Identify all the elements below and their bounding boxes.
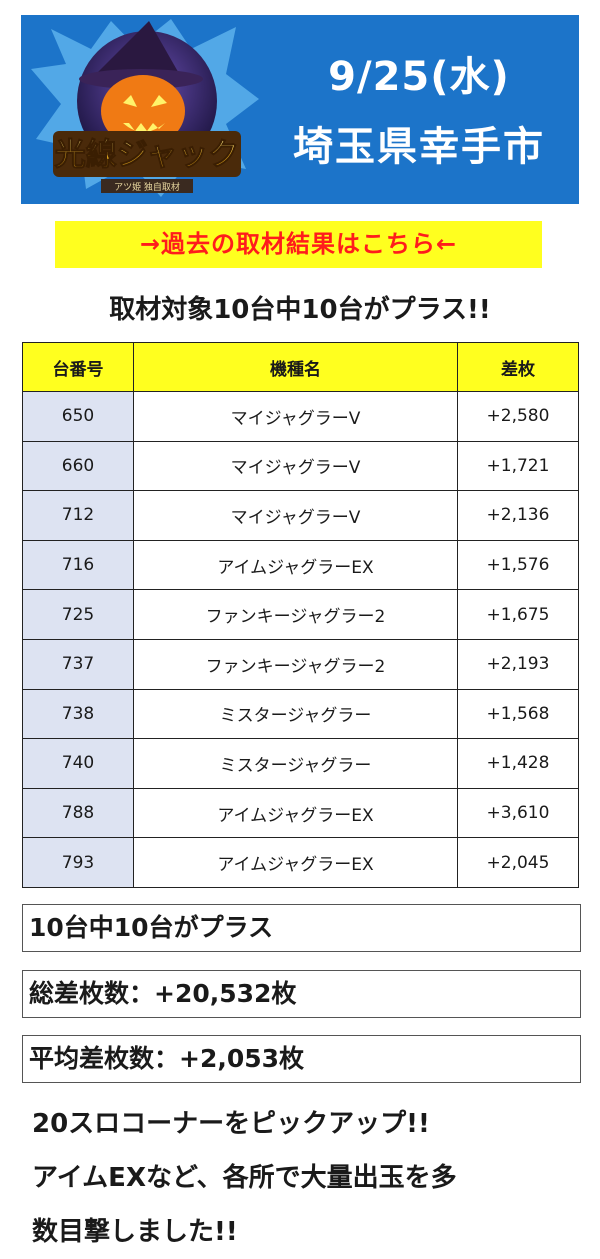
table-row: 738 ミスタージャグラー +1,568 (22, 688, 579, 740)
diff-cell: +2,193 (457, 638, 579, 690)
diff-cell: +1,576 (457, 539, 579, 591)
table-row: 793 アイムジャグラーEX +2,045 (22, 837, 579, 888)
column-header-machine-name: 機種名 (133, 342, 458, 392)
table-row: 788 アイムジャグラーEX +3,610 (22, 787, 579, 839)
diff-cell: +2,045 (457, 837, 579, 888)
diff-cell: +1,721 (457, 440, 579, 492)
diff-cell: +1,568 (457, 688, 579, 740)
results-headline: 取材対象10台中10台がプラス!! (109, 295, 491, 325)
diff-cell: +2,136 (457, 490, 579, 541)
comment-line: アイムEXなど、各所で大量出玉を多 (32, 1163, 457, 1193)
logo-subtext: アツ姫 独自取材 (114, 181, 180, 193)
machine-name-cell: ファンキージャグラー2 (133, 589, 458, 640)
machine-name-cell: ミスタージャグラー (133, 738, 458, 789)
table-row: 712 マイジャグラーV +2,136 (22, 490, 579, 541)
event-date: 9/25(水) (328, 54, 510, 100)
logo-text: 光線ジャック (55, 137, 239, 173)
machine-number-cell: 725 (22, 589, 134, 640)
comment-line: 20スロコーナーをピックアップ!! (32, 1109, 430, 1139)
diff-cell: +2,580 (457, 391, 579, 442)
column-header-diff: 差枚 (457, 342, 579, 392)
kosen-jack-logo: 光線ジャック アツ姫 独自取材 (31, 19, 259, 197)
report-comment: 20スロコーナーをピックアップ!! アイムEXなど、各所で大量出玉を多 数目撃し… (32, 1097, 572, 1259)
table-row: 650 マイジャグラーV +2,580 (22, 391, 579, 442)
diff-cell: +3,610 (457, 787, 579, 839)
header-banner: 光線ジャック アツ姫 独自取材 9/25(水) 埼玉県幸手市 (21, 15, 579, 204)
machine-number-cell: 660 (22, 440, 134, 492)
machine-name-cell: アイムジャグラーEX (133, 539, 458, 591)
machine-number-cell: 788 (22, 787, 134, 839)
event-location: 埼玉県幸手市 (293, 124, 545, 170)
column-header-machine-number: 台番号 (22, 342, 134, 392)
table-row: 740 ミスタージャグラー +1,428 (22, 738, 579, 789)
machine-number-cell: 740 (22, 738, 134, 789)
average-diff-summary: 平均差枚数：+2,053枚 (22, 1035, 581, 1083)
past-results-link[interactable]: →過去の取材結果はこちら← (55, 221, 542, 268)
machine-number-cell: 650 (22, 391, 134, 442)
machine-name-cell: マイジャグラーV (133, 391, 458, 442)
machine-name-cell: アイムジャグラーEX (133, 787, 458, 839)
machine-number-cell: 793 (22, 837, 134, 888)
machine-name-cell: ミスタージャグラー (133, 688, 458, 740)
diff-cell: +1,428 (457, 738, 579, 789)
comment-line: 数目撃しました!! (32, 1217, 238, 1247)
results-table: 台番号 機種名 差枚 650 マイジャグラーV +2,580 660 マイジャグラーV… (22, 342, 579, 888)
machine-number-cell: 737 (22, 638, 134, 690)
diff-cell: +1,675 (457, 589, 579, 640)
machine-name-cell: アイムジャグラーEX (133, 837, 458, 888)
machine-name-cell: マイジャグラーV (133, 490, 458, 541)
table-row: 660 マイジャグラーV +1,721 (22, 440, 579, 492)
plus-count-summary: 10台中10台がプラス (22, 904, 581, 952)
table-row: 725 ファンキージャグラー2 +1,675 (22, 589, 579, 640)
machine-name-cell: マイジャグラーV (133, 440, 458, 492)
total-diff-summary: 総差枚数：+20,532枚 (22, 970, 581, 1018)
machine-number-cell: 712 (22, 490, 134, 541)
table-row: 737 ファンキージャグラー2 +2,193 (22, 638, 579, 690)
machine-name-cell: ファンキージャグラー2 (133, 638, 458, 690)
table-row: 716 アイムジャグラーEX +1,576 (22, 539, 579, 591)
machine-number-cell: 716 (22, 539, 134, 591)
table-header-row: 台番号 機種名 差枚 (22, 342, 579, 392)
machine-number-cell: 738 (22, 688, 134, 740)
